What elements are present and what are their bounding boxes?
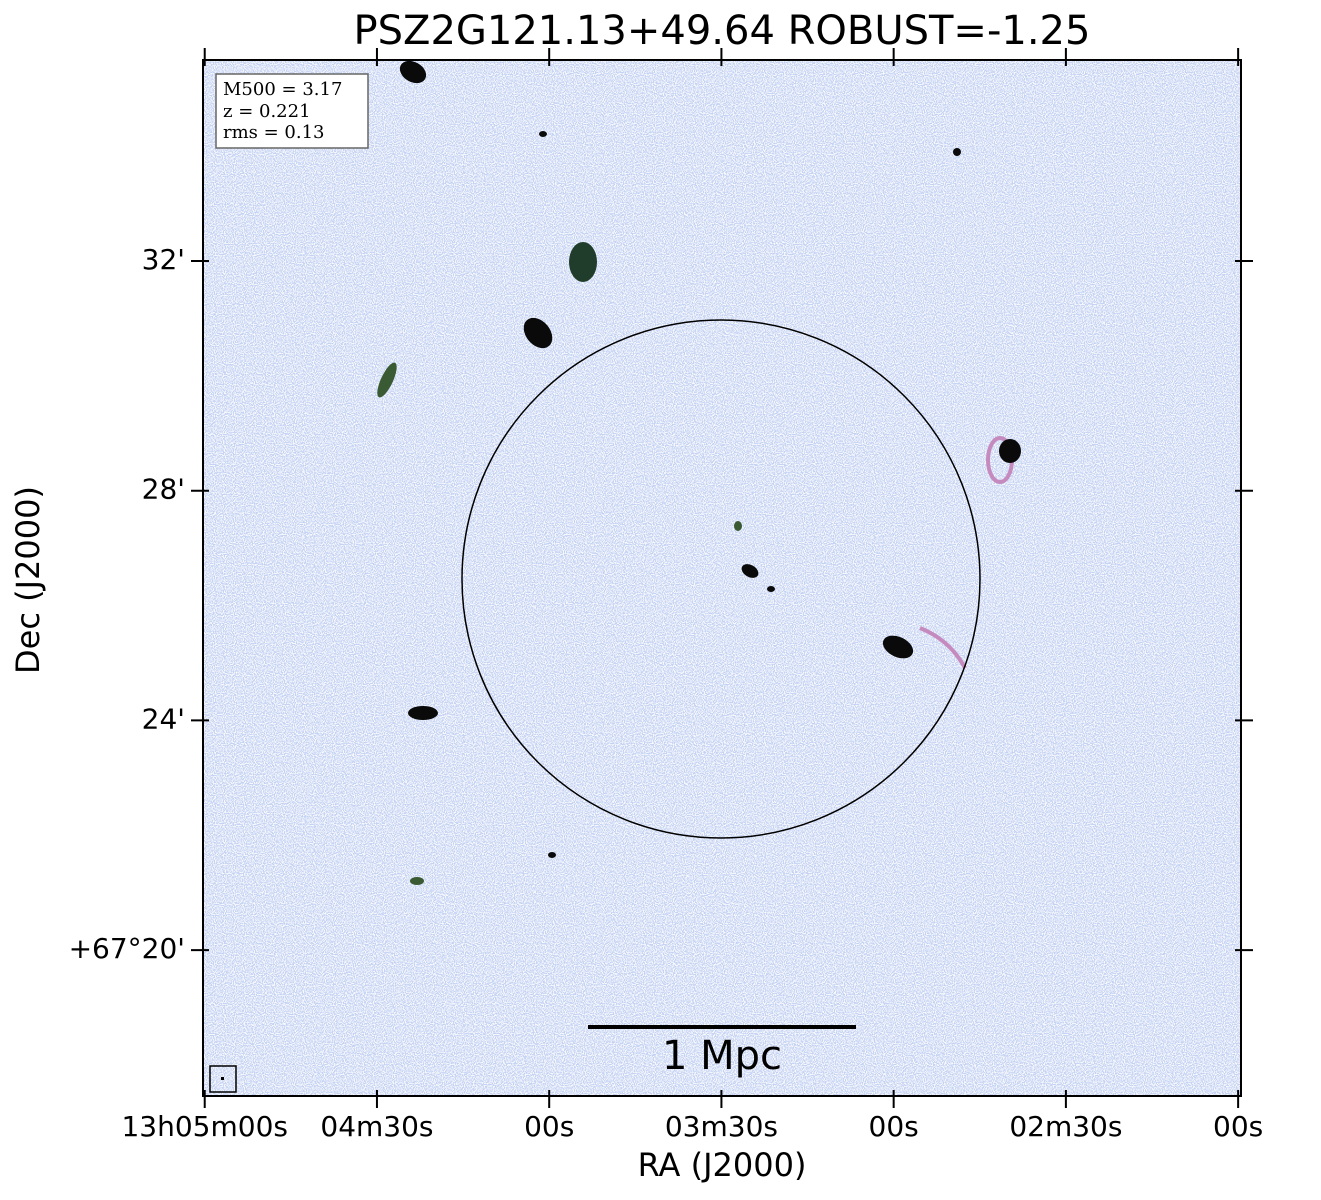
scale-bar-label: 1 Mpc [662, 1033, 782, 1079]
radio-image [203, 60, 1241, 1096]
source-tail [919, 626, 967, 669]
x-tick-label: 00s [869, 1110, 919, 1143]
source [767, 586, 775, 592]
info-text: z = 0.221 [223, 101, 311, 122]
x-tick-label: 00s [1213, 1110, 1263, 1143]
y-tick-label: 24' [142, 702, 185, 735]
sources [377, 60, 1021, 885]
r500-circle [461, 319, 981, 839]
source [999, 439, 1021, 463]
x-tick-label: 13h05m00s [121, 1110, 288, 1143]
y-tick-label: 32' [142, 243, 185, 276]
source [953, 148, 961, 156]
x-axis-label: RA (J2000) [638, 1146, 807, 1184]
beam [221, 1077, 224, 1080]
source [377, 362, 397, 398]
source [569, 242, 597, 282]
source [882, 635, 914, 659]
x-tick-label: 00s [524, 1110, 574, 1143]
info-text: M500 = 3.17 [223, 79, 342, 100]
source [741, 564, 759, 578]
x-tick-label: 04m30s [320, 1110, 433, 1143]
y-tick-label: +67°20' [69, 932, 185, 965]
source [410, 877, 424, 885]
y-tick-label: 28' [142, 473, 185, 506]
y-axis-label: Dec (J2000) [9, 486, 47, 674]
source [523, 317, 553, 349]
source [399, 60, 427, 84]
info-text: rms = 0.13 [223, 122, 325, 143]
source [539, 131, 547, 137]
chart-title: PSZ2G121.13+49.64 ROBUST=-1.25 [354, 8, 1091, 54]
source [734, 521, 742, 531]
x-tick-label: 02m30s [1009, 1110, 1122, 1143]
info-box [215, 73, 369, 149]
source [408, 706, 438, 720]
beam-box [209, 1065, 237, 1093]
source [548, 852, 556, 858]
x-tick-label: 03m30s [665, 1110, 778, 1143]
